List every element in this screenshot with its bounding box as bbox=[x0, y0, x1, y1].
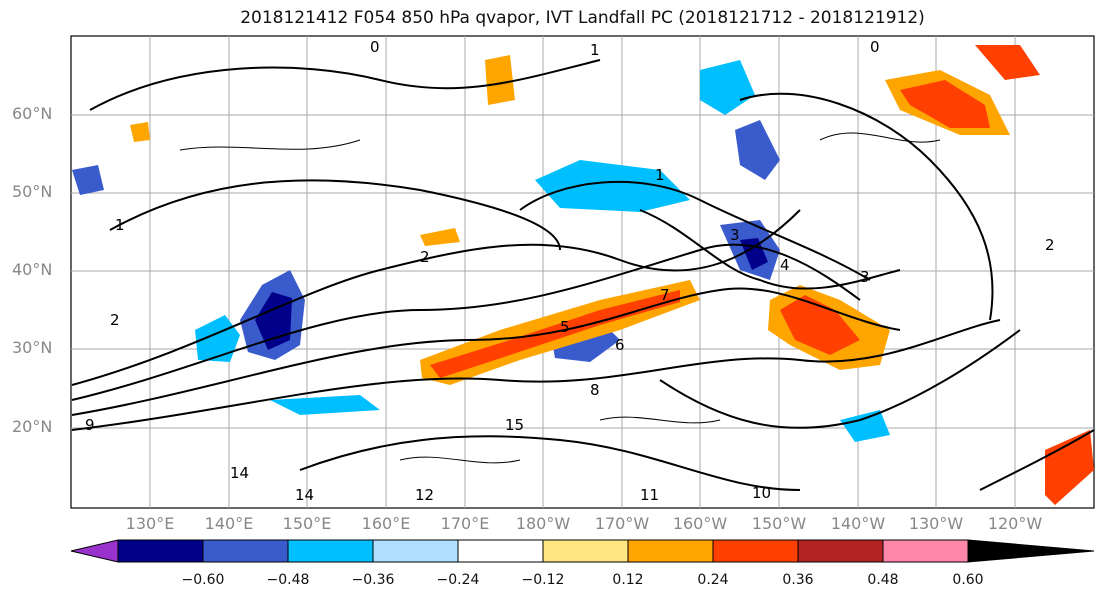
colorbar-segment bbox=[797, 539, 884, 563]
contour-label: 14 bbox=[295, 486, 314, 504]
contour-label: 0 bbox=[870, 38, 880, 56]
contour-label: 14 bbox=[230, 464, 249, 482]
contour-label: 0 bbox=[370, 38, 380, 56]
colorbar-tick: 0.48 bbox=[867, 572, 899, 588]
lon-label: 170°W bbox=[594, 514, 650, 533]
contour-label: 11 bbox=[640, 486, 659, 504]
graticule bbox=[71, 36, 1094, 508]
colorbar-tick: −0.24 bbox=[436, 572, 480, 588]
lon-label: 180°W bbox=[515, 514, 571, 533]
contour-label: 9 bbox=[85, 416, 95, 434]
lon-label: 150°W bbox=[751, 514, 807, 533]
contour-label: 1 bbox=[655, 166, 665, 184]
contour-label: 2 bbox=[110, 311, 120, 329]
lon-label: 130°E bbox=[125, 514, 175, 533]
colorbar-extend-min bbox=[70, 539, 119, 563]
colorbar-tick: 0.36 bbox=[782, 572, 814, 588]
colorbar-tick: 0.12 bbox=[612, 572, 644, 588]
contour-label: 4 bbox=[780, 256, 790, 274]
colorbar-segment bbox=[202, 539, 289, 563]
lat-label: 60°N bbox=[12, 104, 53, 123]
colorbar-segment bbox=[457, 539, 544, 563]
contour-label: 3 bbox=[730, 226, 740, 244]
map-title: 2018121412 F054 850 hPa qvapor, IVT Land… bbox=[240, 8, 925, 28]
colorbar-segment bbox=[627, 539, 714, 563]
colorbar-tick: −0.60 bbox=[181, 572, 225, 588]
lon-label: 140°W bbox=[830, 514, 886, 533]
contour-label: 1 bbox=[115, 216, 125, 234]
lon-label: 130°W bbox=[908, 514, 964, 533]
lon-label: 120°W bbox=[987, 514, 1043, 533]
colorbar-segment bbox=[287, 539, 374, 563]
colorbar bbox=[70, 539, 1095, 563]
colorbar-tick: −0.36 bbox=[351, 572, 395, 588]
lat-label: 20°N bbox=[12, 417, 53, 436]
contour-label-group: 0 0 1 1 1 2 2 2 3 3 4 5 6 7 8 9 10 11 12… bbox=[85, 38, 1055, 504]
contour-label: 15 bbox=[505, 416, 524, 434]
colorbar-segment bbox=[117, 539, 204, 563]
colorbar-tick: 0.24 bbox=[697, 572, 729, 588]
lon-label: 160°W bbox=[672, 514, 728, 533]
colorbar-segment bbox=[712, 539, 799, 563]
contour-label: 12 bbox=[415, 486, 434, 504]
colorbar-segment bbox=[882, 539, 969, 563]
colorbar-segment bbox=[542, 539, 629, 563]
lon-label: 140°E bbox=[204, 514, 254, 533]
lon-label: 150°E bbox=[282, 514, 332, 533]
colorbar-tick: 0.60 bbox=[952, 572, 984, 588]
lat-label: 40°N bbox=[12, 260, 53, 279]
colorbar-segment bbox=[372, 539, 459, 563]
colorbar-extend-max bbox=[967, 539, 1095, 563]
contour-label: 2 bbox=[1045, 236, 1055, 254]
contour-label: 5 bbox=[560, 318, 570, 336]
lon-label: 170°E bbox=[440, 514, 490, 533]
lon-label: 160°E bbox=[361, 514, 411, 533]
contour-label: 6 bbox=[615, 336, 625, 354]
contour-label: 3 bbox=[860, 268, 870, 286]
contour-label: 2 bbox=[420, 248, 430, 266]
filled-contours bbox=[72, 45, 1094, 505]
contour-lines-thin bbox=[179, 132, 941, 464]
lat-label: 30°N bbox=[12, 338, 53, 357]
contour-label: 10 bbox=[752, 484, 771, 502]
contour-label: 8 bbox=[590, 381, 600, 399]
lat-label: 50°N bbox=[12, 182, 53, 201]
colorbar-tick: −0.12 bbox=[521, 572, 565, 588]
contour-lines bbox=[71, 59, 1095, 491]
contour-label: 7 bbox=[660, 286, 670, 304]
contour-label: 1 bbox=[590, 41, 600, 59]
colorbar-tick: −0.48 bbox=[266, 572, 310, 588]
